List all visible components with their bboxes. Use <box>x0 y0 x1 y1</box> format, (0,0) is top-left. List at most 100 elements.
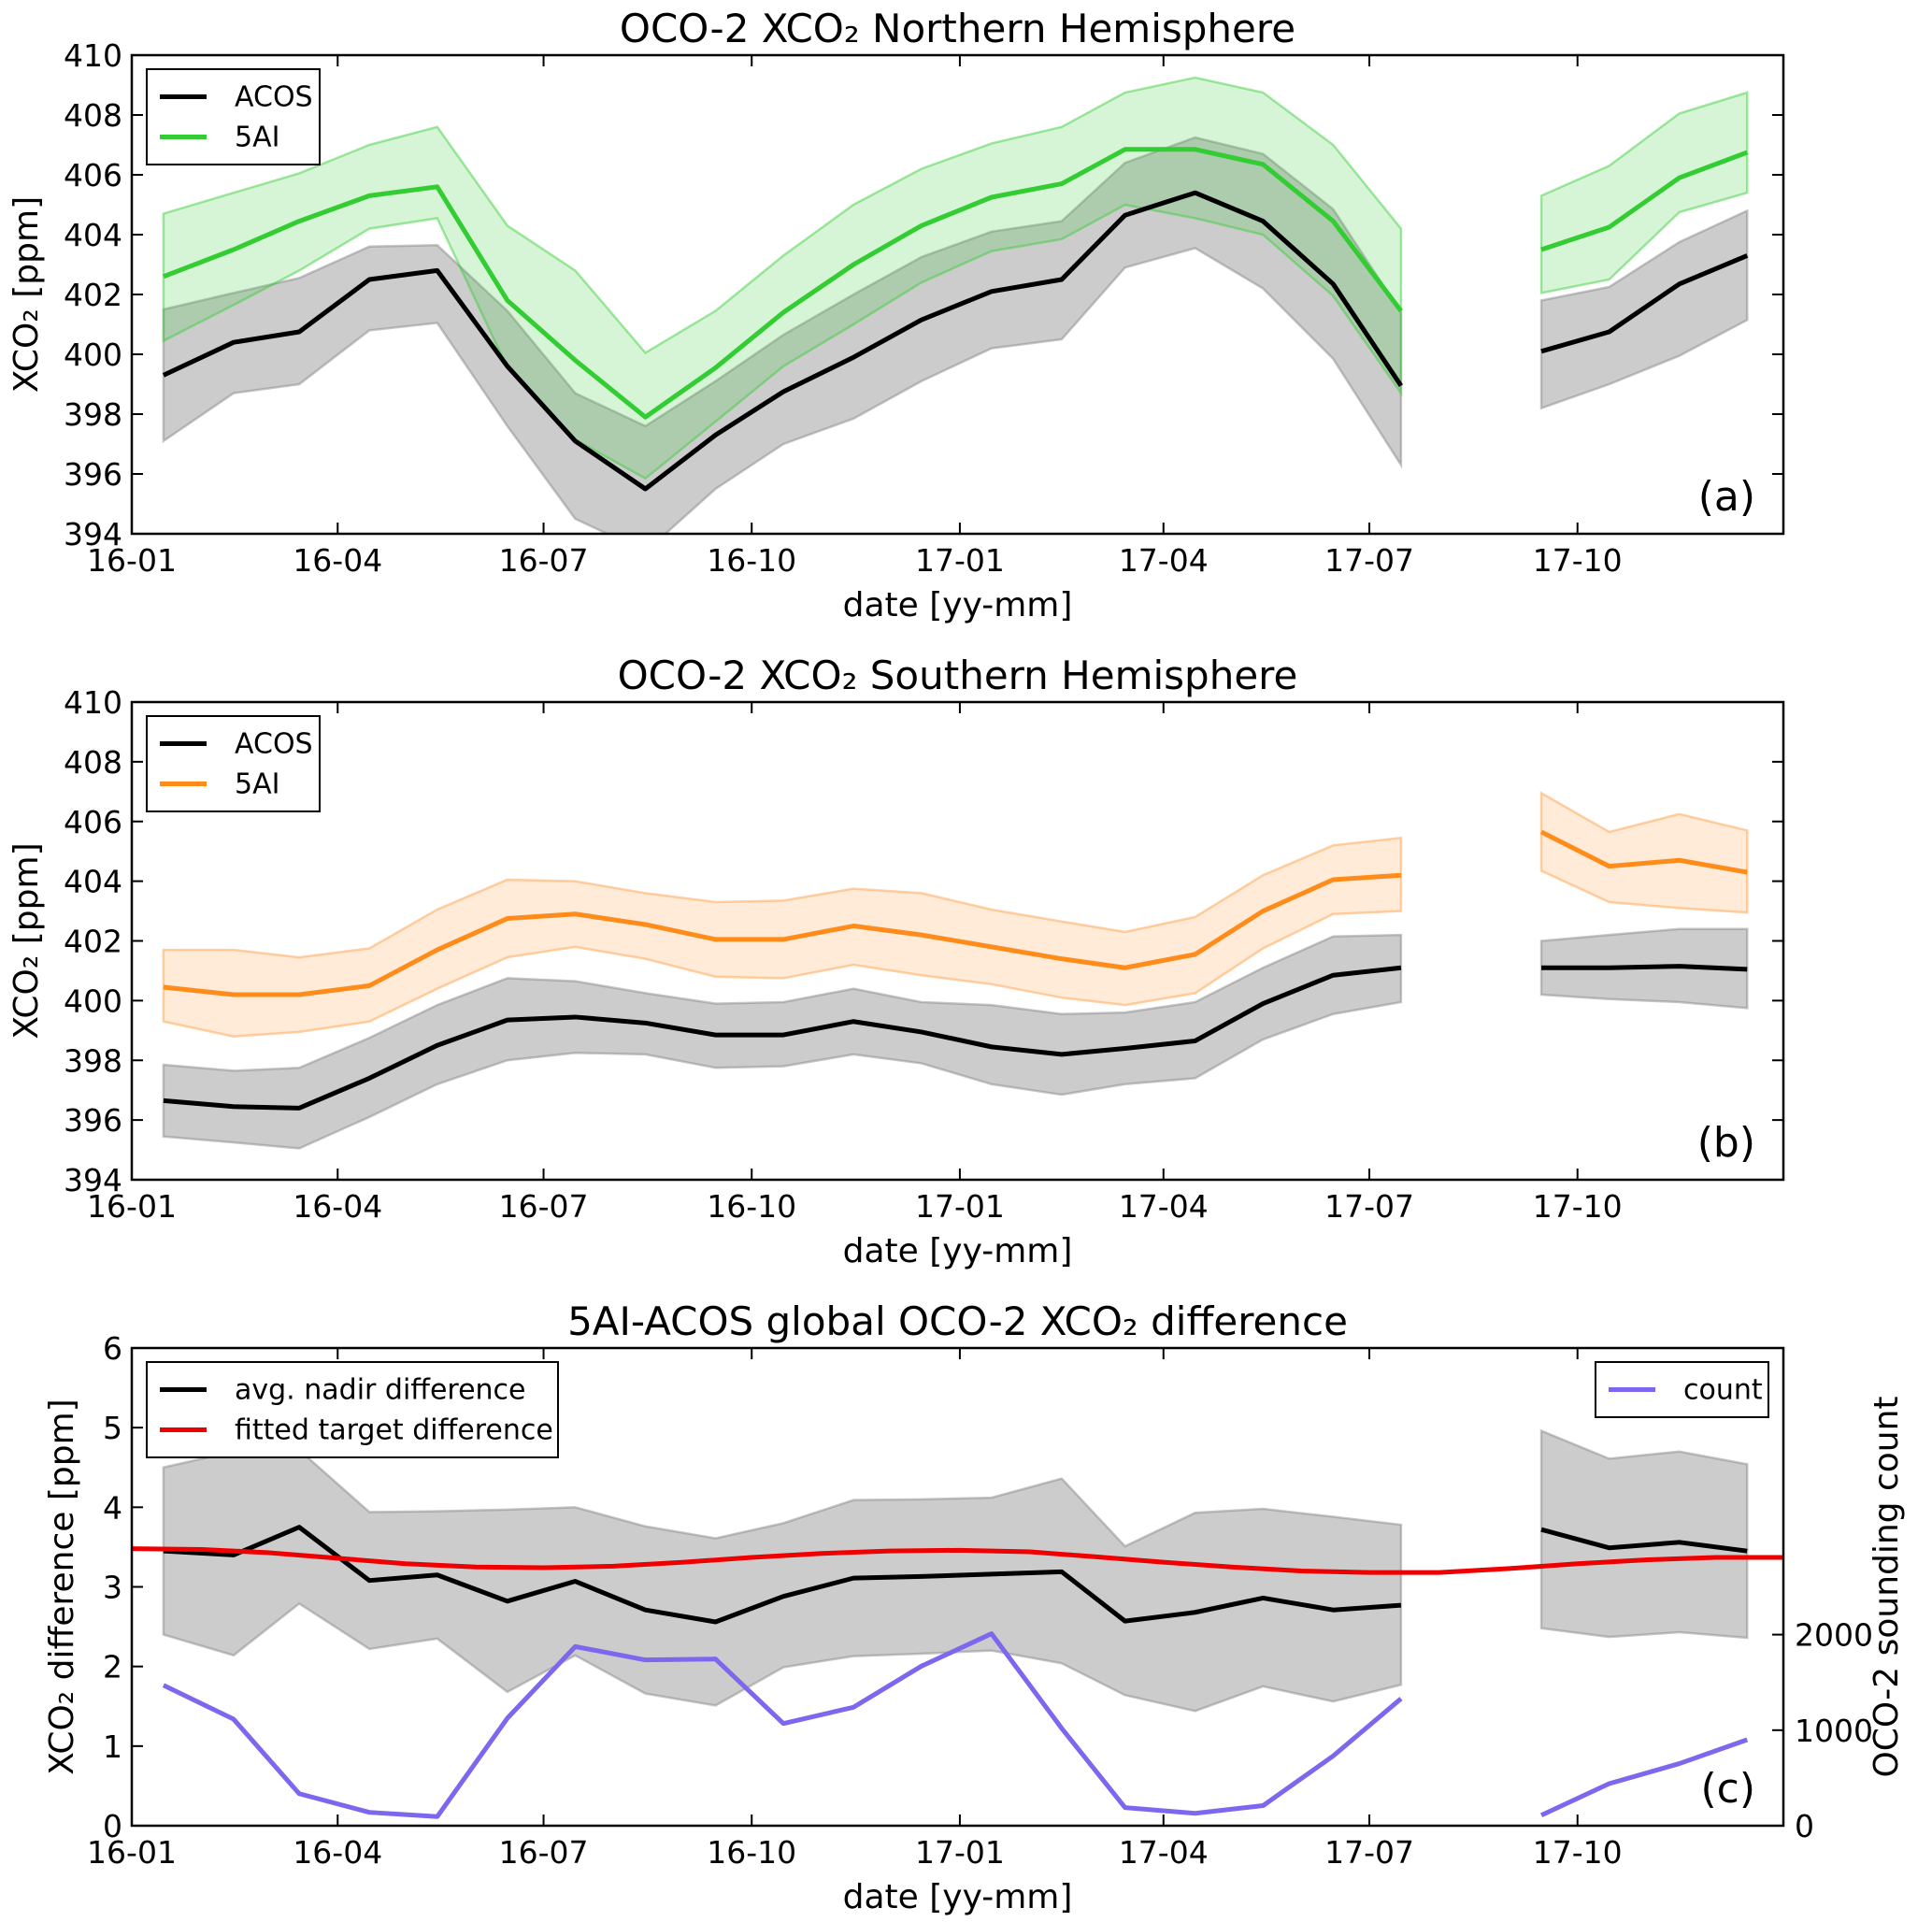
x-tick-label: 17-10 <box>1533 542 1623 579</box>
line-acos <box>163 965 1402 1111</box>
y-tick-label: 400 <box>64 337 122 373</box>
panel-label: (c) <box>1700 1765 1755 1813</box>
band-acos <box>162 136 1403 534</box>
line-avg-nadir-difference <box>1540 1527 1748 1554</box>
y-tick-label: 410 <box>64 684 122 721</box>
plot-area <box>162 76 1749 534</box>
line-5ai <box>163 872 1402 997</box>
x-tick-label: 17-04 <box>1119 542 1209 579</box>
line-fitted-target-difference <box>132 1546 1783 1575</box>
x-tick-label: 16-01 <box>87 1834 177 1871</box>
y-tick-label: 404 <box>64 217 122 253</box>
x-tick-label: 17-01 <box>915 1188 1005 1225</box>
y-right-tick-label: 1000 <box>1795 1713 1873 1749</box>
y-tick-label: 408 <box>64 744 122 781</box>
band-avg-nadir-difference <box>1539 1428 1749 1640</box>
band-5ai <box>1539 791 1749 914</box>
legend-box <box>146 1361 559 1458</box>
x-tick-label: 17-07 <box>1324 542 1414 579</box>
y-tick-label: 400 <box>64 983 122 1019</box>
y-tick-label: 2 <box>103 1649 122 1685</box>
x-tick-label: 17-07 <box>1324 1188 1414 1225</box>
band-avg-nadir-difference <box>162 1448 1403 1713</box>
panel-label: (b) <box>1697 1119 1755 1167</box>
chart-title: 5AI-ACOS global OCO-2 XCO₂ difference <box>567 1298 1348 1344</box>
y-tick-label: 402 <box>64 277 122 313</box>
line-count <box>162 1631 1403 1819</box>
x-tick-label: 17-07 <box>1324 1834 1414 1871</box>
x-tick-label: 16-10 <box>707 1834 796 1871</box>
y-tick-label: 394 <box>64 1162 122 1198</box>
line-acos <box>1541 964 1748 972</box>
panel-a: 16-01 16-04 16-07 16-10 17-01 17-04 17-07 17-10… <box>7 6 1785 624</box>
panel-c: 16-01 16-04 16-07 16-10 17-01 17-04 17-07 17-10… <box>43 1298 1906 1916</box>
legend-box <box>146 68 321 165</box>
x-tick-label: 16-10 <box>707 542 796 579</box>
plot-area <box>132 1428 1783 1819</box>
x-tick-label: 16-07 <box>499 1834 589 1871</box>
legend-label: ACOS <box>235 81 313 114</box>
legend: ACOS 5AI <box>146 715 321 812</box>
x-tick-label: 17-04 <box>1119 1188 1209 1225</box>
x-tick-label: 16-10 <box>707 1188 796 1225</box>
x-tick-label: 16-01 <box>87 1188 177 1225</box>
line-avg-nadir-difference <box>163 1525 1402 1625</box>
band-acos <box>162 933 1403 1150</box>
y-axis-label: XCO₂ [ppm] <box>7 196 46 393</box>
panel-b: 16-01 16-04 16-07 16-10 17-01 17-04 17-07 17-10… <box>7 653 1785 1270</box>
y-tick-label: 0 <box>103 1808 122 1844</box>
y-tick-label: 410 <box>64 37 122 74</box>
x-tick-label: 16-04 <box>293 1188 382 1225</box>
legend-right: count <box>1595 1361 1769 1418</box>
x-tick-label: 16-07 <box>499 542 589 579</box>
panel-label: (a) <box>1698 473 1755 521</box>
y-tick-label: 398 <box>64 1042 122 1079</box>
y-tick-label: 406 <box>64 157 122 194</box>
y-tick-label: 402 <box>64 924 122 960</box>
legend-box <box>146 715 321 812</box>
y-right-tick-label: 2000 <box>1795 1617 1873 1654</box>
legend-label: fitted target difference <box>235 1414 553 1447</box>
y-tick-label: 5 <box>103 1410 122 1446</box>
plot-area <box>162 791 1749 1150</box>
x-tick-label: 16-04 <box>293 1834 382 1871</box>
chart-title: OCO-2 XCO₂ Northern Hemisphere <box>620 6 1295 51</box>
x-tick-label: 16-04 <box>293 542 382 579</box>
x-axis-label: date [yy-mm] <box>843 1232 1073 1270</box>
legend-label: ACOS <box>235 728 313 761</box>
y-tick-label: 408 <box>64 97 122 134</box>
x-axis-label: date [yy-mm] <box>843 1878 1073 1916</box>
line-count <box>1539 1737 1749 1818</box>
x-tick-label: 16-07 <box>499 1188 589 1225</box>
y-tick-label: 396 <box>64 1102 122 1139</box>
legend: avg. nadir difference fitted target diffe… <box>146 1361 559 1458</box>
y-tick-label: 396 <box>64 456 122 493</box>
y-tick-label: 4 <box>103 1489 122 1526</box>
legend-label: count <box>1683 1374 1763 1407</box>
line-5ai <box>162 147 1403 420</box>
line-5ai <box>1540 150 1749 252</box>
line-acos <box>162 190 1404 492</box>
legend: ACOS 5AI <box>146 68 321 165</box>
legend-label: 5AI <box>235 768 279 801</box>
y-axis-label-right: OCO-2 sounding count <box>1868 1396 1906 1777</box>
x-tick-label: 17-04 <box>1119 1834 1209 1871</box>
y-tick-label: 398 <box>64 396 122 433</box>
y-tick-label: 404 <box>64 864 122 900</box>
chart-title: OCO-2 XCO₂ Southern Hemisphere <box>618 653 1298 698</box>
y-axis-label: XCO₂ [ppm] <box>7 842 46 1039</box>
y-tick-label: 6 <box>103 1330 122 1367</box>
x-tick-label: 17-10 <box>1533 1834 1623 1871</box>
line-acos <box>1540 253 1749 354</box>
x-tick-label: 17-01 <box>915 542 1005 579</box>
x-axis-label: date [yy-mm] <box>843 586 1073 624</box>
band-5ai <box>1539 91 1749 294</box>
x-tick-label: 17-01 <box>915 1834 1005 1871</box>
legend-label: avg. nadir difference <box>235 1374 526 1407</box>
y-tick-label: 406 <box>64 804 122 840</box>
y-right-tick-label: 0 <box>1795 1808 1814 1844</box>
y-tick-label: 1 <box>103 1728 122 1765</box>
y-tick-label: 3 <box>103 1570 122 1606</box>
y-tick-label: 394 <box>64 516 122 552</box>
